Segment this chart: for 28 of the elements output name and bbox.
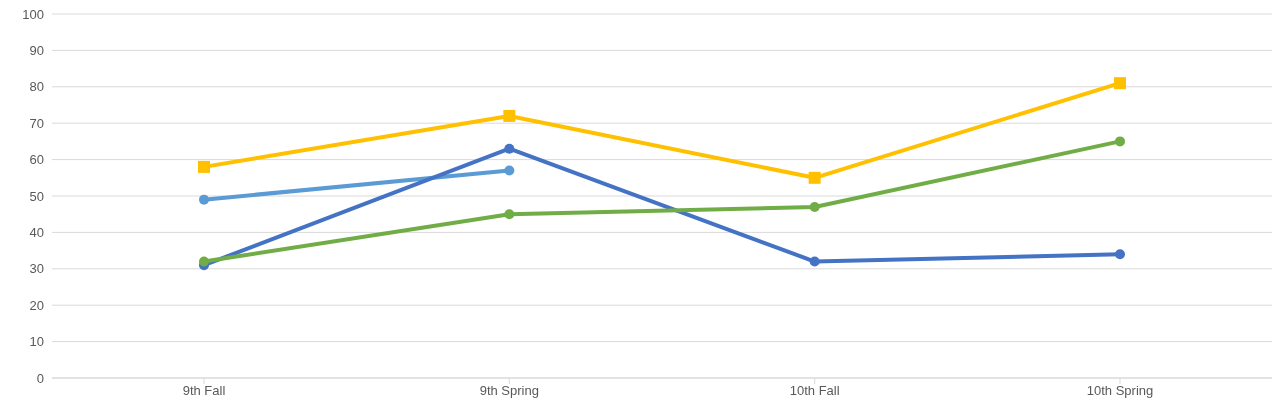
point [809,256,820,267]
x-tick-label: 10th Fall [789,383,840,399]
y-tick-label: 10 [29,334,44,350]
point [198,160,210,173]
point [199,256,209,267]
y-tick-label: 40 [29,225,44,241]
y-tick-label: 20 [29,297,44,313]
y-tick-label: 60 [29,152,44,168]
point [504,143,515,154]
point [1115,136,1125,147]
point [503,109,516,122]
y-tick-label: 50 [29,188,44,204]
x-tick-label: 9th Fall [182,383,226,399]
point [199,194,209,205]
point [1114,77,1126,90]
point [808,171,821,184]
point [504,165,515,176]
point [809,201,820,212]
y-tick-label: 100 [22,6,44,22]
y-tick-label: 90 [29,43,44,59]
x-tick-label: 10th Spring [1086,383,1154,399]
x-tick-label: 9th Spring [479,383,539,399]
y-tick-label: 70 [29,115,44,131]
point [1115,249,1125,260]
y-tick-label: 30 [29,261,44,277]
point [504,209,515,220]
y-tick-label: 0 [36,370,44,386]
y-tick-label: 80 [29,79,44,95]
